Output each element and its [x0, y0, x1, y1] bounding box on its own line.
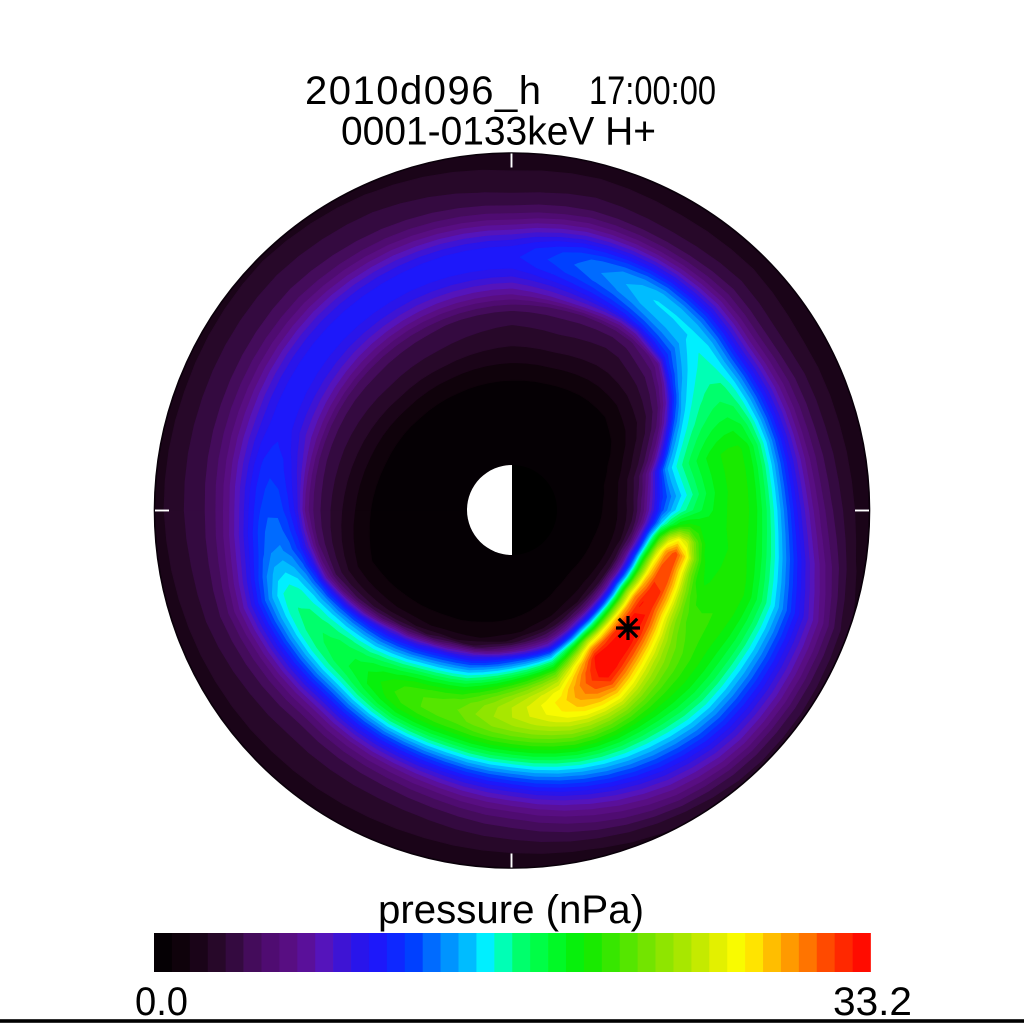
svg-text:17:00:00: 17:00:00 [589, 69, 716, 113]
svg-text:33.2: 33.2 [833, 980, 912, 1024]
svg-text:2010d096_h: 2010d096_h [305, 69, 541, 113]
svg-text:0.0: 0.0 [135, 980, 188, 1024]
svg-text:pressure (nPa): pressure (nPa) [378, 888, 644, 932]
svg-text:0001-0133keV H+: 0001-0133keV H+ [341, 110, 656, 154]
